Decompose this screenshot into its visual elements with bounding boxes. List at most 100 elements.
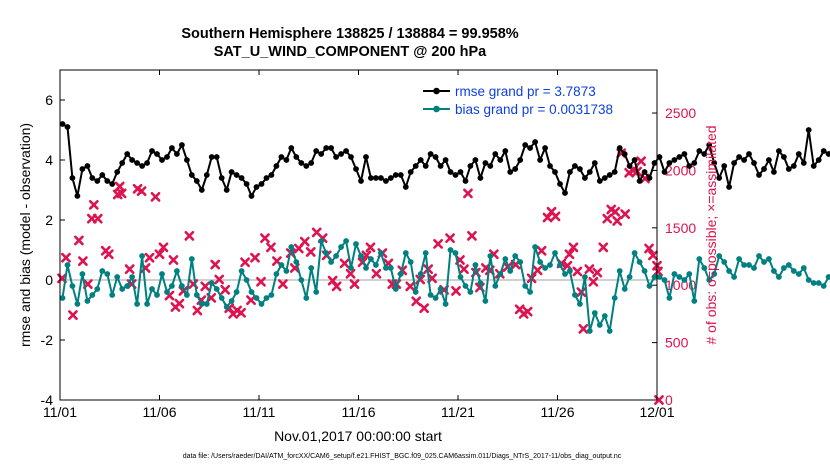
rmse-point [711, 160, 718, 166]
bias-point [726, 268, 732, 274]
bias-point [109, 292, 116, 298]
rmse-point [636, 178, 643, 184]
obs-assimilated-marker [236, 307, 246, 318]
bias-point [74, 301, 81, 307]
rmse-point [582, 175, 588, 181]
bias-point [756, 253, 762, 259]
bias-point [412, 289, 419, 295]
obs-assimilated-marker [277, 279, 288, 289]
rmse-point [472, 157, 479, 163]
bias-point [139, 253, 146, 259]
obs-assimilated-marker [610, 206, 621, 217]
rmse-point [278, 154, 285, 160]
obs-assimilated-marker [602, 213, 613, 224]
plot-frame [59, 69, 658, 401]
obs-assimilated-marker [339, 258, 350, 269]
bias-point [825, 274, 830, 280]
obs-assimilated-marker [653, 266, 663, 277]
bias-point [815, 280, 822, 286]
bias-point [89, 292, 96, 298]
data-file-footnote: data file: /Users/raeder/DAI/ATM_forcXX/… [183, 453, 622, 460]
bias-point [741, 262, 747, 268]
rmse-point [263, 175, 270, 181]
bias-point [368, 256, 374, 262]
rmse-point [353, 166, 359, 172]
rmse-point [517, 157, 524, 163]
rmse-point [532, 139, 538, 145]
bias-point [502, 256, 509, 262]
rmse-point [363, 154, 369, 160]
bias-point [59, 295, 66, 301]
bias-point [532, 244, 538, 250]
legend-rmse-label: rmse grand pr = 3.7873 [455, 84, 596, 99]
bias-point [258, 301, 265, 307]
rmse-point [293, 154, 300, 160]
rmse-point [273, 163, 280, 169]
bias-point [661, 277, 668, 283]
obs-assimilated-marker [184, 230, 195, 241]
rmse-point [810, 163, 817, 169]
bias-point [64, 262, 71, 268]
rmse-point [820, 148, 827, 154]
bias-point [522, 283, 529, 289]
rmse-point [591, 160, 598, 166]
rmse-point [641, 169, 648, 175]
rmse-point [447, 169, 454, 175]
rmse-point [174, 151, 180, 157]
bias-point [582, 274, 588, 280]
bias-point [766, 256, 772, 262]
obs-assimilated-marker [411, 296, 422, 307]
bias-point [517, 259, 524, 265]
bias-point [591, 310, 598, 316]
bias-point [84, 298, 91, 304]
rmse-point [208, 154, 215, 160]
rmse-point [567, 169, 573, 175]
rmse-point [213, 154, 220, 160]
rmse-point [134, 160, 141, 166]
rmse-point [149, 148, 155, 154]
rmse-point [188, 172, 195, 178]
rmse-point [477, 175, 484, 181]
bias-point [676, 274, 683, 280]
legend-bias-label: bias grand pr = 0.0031738 [455, 102, 613, 117]
obs-assimilated-marker [305, 247, 316, 257]
rmse-point [99, 172, 106, 178]
bias-point [203, 301, 210, 307]
bias-point [154, 292, 160, 298]
bias-point [432, 295, 439, 301]
bias-point [193, 292, 200, 298]
rmse-point [179, 142, 185, 148]
bias-point [626, 274, 633, 280]
bias-point [427, 292, 434, 298]
rmse-point [392, 172, 399, 178]
bias-point [596, 322, 603, 328]
bias-point [641, 268, 648, 274]
bias-point [567, 268, 573, 274]
rmse-point [64, 124, 71, 130]
rmse-point [233, 172, 240, 178]
rmse-point [487, 163, 494, 169]
obs-assimilated-marker [536, 245, 547, 256]
x-ticks: 11/01 11/06 11/11 11/16 11/21 11/26 12/01 [43, 70, 675, 420]
bias-point [487, 253, 494, 259]
obs-assimilated-marker [136, 186, 147, 196]
rmse-point [452, 172, 459, 178]
bias-point [218, 295, 225, 301]
x-tick-label: 11/16 [342, 404, 376, 420]
rmse-point [442, 157, 449, 163]
bias-point [651, 274, 658, 280]
bias-point [577, 301, 583, 307]
obs-assimilated-marker [200, 281, 211, 292]
obs-assimilated-marker [214, 274, 225, 285]
obs-assimilated-marker [568, 242, 579, 253]
rmse-point [129, 157, 136, 163]
obs-assimilated-marker [419, 303, 430, 314]
rmse-point [268, 172, 275, 178]
bias-point [477, 280, 484, 286]
y-ticks-left: -4 -2 0 2 4 6 [41, 92, 65, 408]
rmse-point [154, 151, 160, 157]
obs-assimilated-marker [636, 156, 646, 167]
bias-point [552, 250, 558, 256]
rmse-point [218, 175, 225, 181]
